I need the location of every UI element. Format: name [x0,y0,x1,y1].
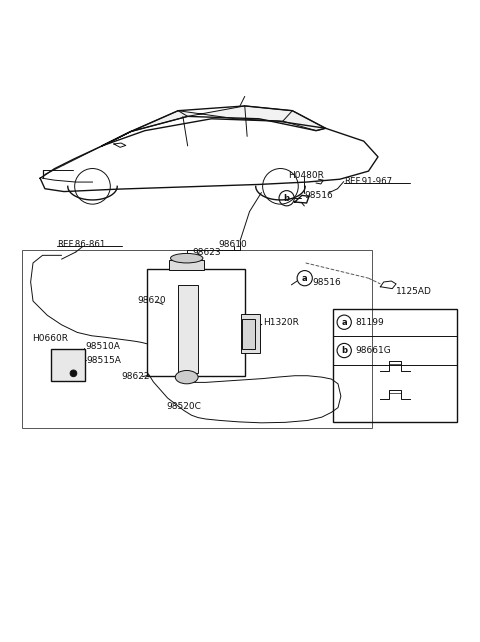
FancyBboxPatch shape [50,349,85,381]
FancyBboxPatch shape [168,259,204,270]
Text: 98661G: 98661G [356,346,391,355]
Text: 1125AD: 1125AD [396,287,432,296]
Ellipse shape [170,254,203,263]
Text: 98515A: 98515A [86,356,121,365]
Text: 98620: 98620 [138,296,167,305]
Text: 81199: 81199 [356,318,384,327]
FancyBboxPatch shape [178,285,198,374]
Ellipse shape [175,370,198,384]
Text: H0480R: H0480R [288,171,324,180]
Polygon shape [178,106,292,121]
Text: 98622: 98622 [121,372,150,381]
Text: 98610: 98610 [218,240,247,249]
Text: 98510A: 98510A [85,342,120,351]
Text: 98516: 98516 [304,191,333,200]
Text: b: b [341,346,347,355]
FancyBboxPatch shape [242,319,255,349]
Circle shape [70,370,77,377]
Text: REF.86-861: REF.86-861 [57,240,105,249]
Text: H0660R: H0660R [32,334,68,343]
Text: a: a [341,318,347,327]
Text: 98520C: 98520C [166,402,201,411]
Text: REF.91-967: REF.91-967 [344,177,392,186]
Text: 98623: 98623 [192,248,221,257]
Polygon shape [102,110,188,146]
Text: b: b [284,194,289,203]
FancyBboxPatch shape [241,315,260,353]
Text: H1320R: H1320R [263,318,299,327]
Polygon shape [283,110,325,131]
Text: a: a [302,273,308,282]
Text: 98516: 98516 [312,279,341,288]
